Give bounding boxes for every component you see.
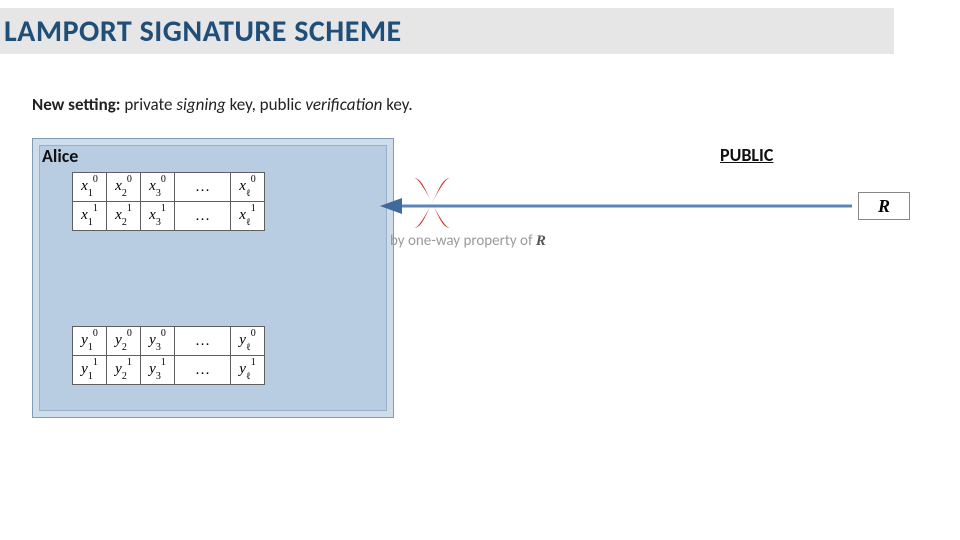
one-way-text: by one-way property of R (390, 232, 546, 250)
table-cell: … (175, 202, 231, 231)
slide: LAMPORT SIGNATURE SCHEME New setting: pr… (0, 0, 960, 540)
table-cell: … (175, 327, 231, 356)
title-bar: LAMPORT SIGNATURE SCHEME (0, 8, 960, 54)
table-cell: … (175, 356, 231, 385)
subtitle-t3: key. (382, 94, 412, 115)
table-cell: yℓ1 (231, 356, 265, 385)
cross-icon (408, 174, 456, 232)
table-cell: y31 (141, 356, 175, 385)
table-cell: y10 (73, 327, 107, 356)
table-cell: x30 (141, 173, 175, 202)
table-cell: x11 (73, 202, 107, 231)
public-label: PUBLIC (720, 144, 773, 166)
table-cell: y21 (107, 356, 141, 385)
owp-prefix: by one-way property of (390, 232, 536, 250)
subtitle: New setting: private signing key, public… (32, 94, 413, 115)
table-cell: yℓ0 (231, 327, 265, 356)
x-table: x10x20x30…xℓ0 x11x21x31…xℓ1 (72, 172, 265, 231)
subtitle-bold: New setting: (32, 94, 121, 115)
subtitle-t1: private (121, 94, 177, 115)
table-cell: y11 (73, 356, 107, 385)
subtitle-t2: key, public (226, 94, 306, 115)
table-cell: x31 (141, 202, 175, 231)
slide-title: LAMPORT SIGNATURE SCHEME (4, 13, 402, 50)
y-table: y10y20y30…yℓ0 y11y21y31…yℓ1 (72, 326, 265, 385)
owp-R: R (536, 233, 546, 249)
alice-label: Alice (42, 145, 78, 167)
table-cell: xℓ1 (231, 202, 265, 231)
table-cell: xℓ0 (231, 173, 265, 202)
table-cell: … (175, 173, 231, 202)
subtitle-i1: signing (176, 94, 225, 115)
table-cell: y30 (141, 327, 175, 356)
table-cell: x20 (107, 173, 141, 202)
table-cell: y20 (107, 327, 141, 356)
table-cell: x10 (73, 173, 107, 202)
table-cell: x21 (107, 202, 141, 231)
subtitle-i2: verification (305, 94, 382, 115)
r-box: R (858, 192, 910, 220)
